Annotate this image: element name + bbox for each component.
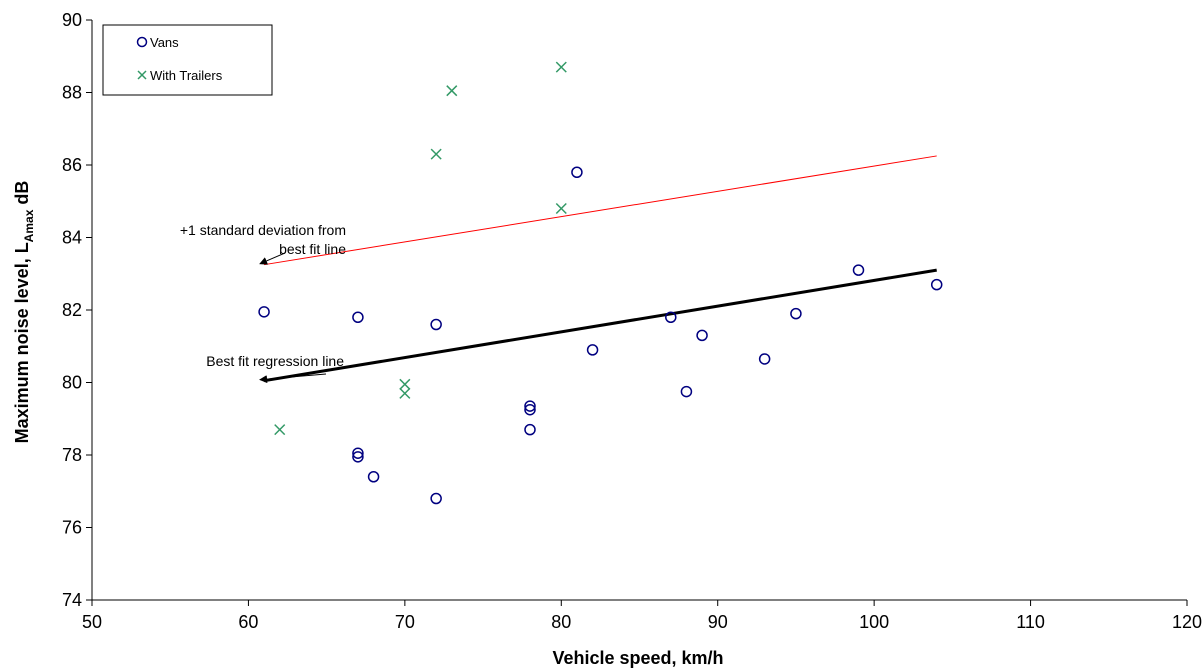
trailer-point [399,378,411,390]
y-tick-label: 84 [62,228,82,248]
x-tick-label: 120 [1172,612,1202,632]
van-point [758,353,771,365]
x-tick-label: 80 [551,612,571,632]
trailer-point [555,61,567,73]
van-point [680,385,693,398]
y-tick-label: 80 [62,373,82,393]
trailer-point [555,202,567,215]
legend-vans-marker [136,36,148,48]
annotations: +1 standard deviation from best fit line B… [180,222,346,384]
van-point [352,311,364,323]
y-tick-label: 82 [62,300,82,320]
trailer-point [430,148,442,160]
trailer-point [446,85,458,97]
van-point [665,311,677,323]
y-tick-label: 90 [62,10,82,30]
legend-trailers-marker [137,70,147,80]
y-tick-label: 76 [62,518,82,538]
y-tick-label: 74 [62,590,82,610]
y-tick-label: 88 [62,83,82,103]
van-point [367,471,380,483]
x-tick-label: 110 [1016,612,1045,632]
van-point [571,166,583,178]
best-fit-line [263,268,937,383]
x-axis-title: Vehicle speed, km/h [552,648,723,668]
x-tick-label: 90 [708,612,728,632]
van-point [586,344,599,356]
data-points [258,61,943,505]
van-point [352,447,364,459]
legend-box [102,24,273,96]
van-point [852,264,865,276]
annotation-std-dev-text: +1 standard deviation from best fit line [180,222,346,257]
legend-trailers-label: With Trailers [150,68,223,83]
annotation-std-dev-arrow [259,252,286,265]
y-axis-title-suffix: dB [12,181,32,210]
ticks: 74 76 78 80 82 84 86 88 90 50 60 70 80 90 100 110 120 [62,10,1202,632]
annotation-best-fit-text: Best fit regression line [206,353,344,369]
x-tick-label: 100 [859,612,889,632]
x-tick-label: 50 [82,612,102,632]
van-point [696,329,708,342]
van-point [430,492,442,505]
van-point [524,403,536,416]
van-point [524,423,536,436]
x-tick-label: 70 [395,612,415,632]
std-dev-line [263,155,937,266]
van-point [930,278,943,291]
legend-vans-label: Vans [150,35,179,50]
trailer-point [274,424,286,436]
x-tick-label: 60 [238,612,258,632]
y-axis-title-main: Maximum noise level, L [12,242,32,443]
annotation-best-fit-arrow [259,373,327,384]
van-point [524,400,536,412]
trailer-point [399,387,411,399]
van-point [352,451,364,463]
van-point [790,307,802,320]
y-tick-label: 86 [62,155,82,175]
y-axis-title-sub: Amax [22,209,36,242]
y-tick-label: 78 [62,445,82,465]
van-point [430,318,442,331]
axes [91,20,1187,601]
fit-lines [263,155,937,383]
van-point [258,306,270,318]
legend: Vans With Trailers [102,24,273,96]
y-axis-title: Maximum noise level, LAmax dB [12,181,36,444]
